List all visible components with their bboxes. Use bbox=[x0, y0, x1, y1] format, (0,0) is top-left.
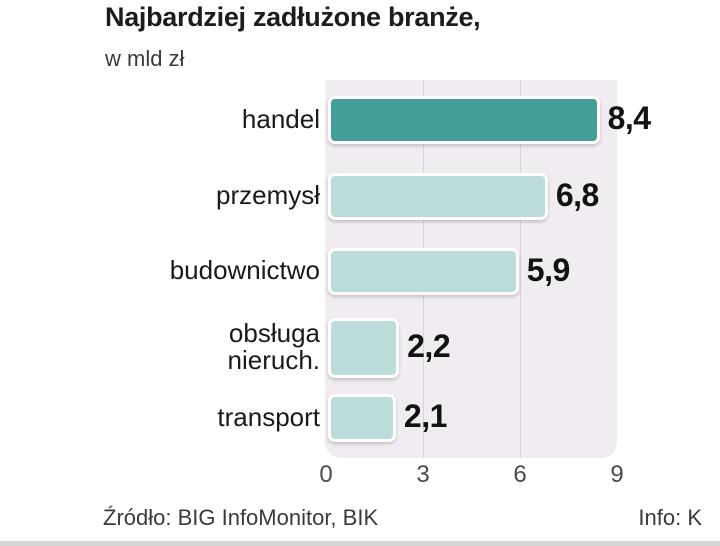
bar-category-label: budownictwo bbox=[169, 255, 320, 285]
gridline-6 bbox=[520, 80, 521, 458]
bar-value-label: 8,4 bbox=[607, 100, 651, 136]
page-title: Najbardziej zadłużone branże, bbox=[105, 2, 481, 32]
bar-2 bbox=[328, 173, 548, 220]
x-tick-9: 9 bbox=[610, 461, 624, 488]
bar-value-label: 5,9 bbox=[526, 251, 570, 288]
bar-1 bbox=[328, 96, 600, 144]
bar-category-label: handel bbox=[241, 103, 320, 134]
bar-value-label: 2,2 bbox=[407, 328, 451, 364]
chart-subtitle: w mld zł bbox=[105, 46, 185, 71]
x-tick-3: 3 bbox=[416, 461, 430, 488]
bar-category-label: transport bbox=[217, 401, 320, 432]
footer-source: Źródło: BIG InfoMonitor, BIK bbox=[103, 505, 379, 530]
footer-info: Info: K bbox=[638, 505, 702, 530]
bar-value-label: 6,8 bbox=[555, 176, 599, 213]
bar-category-label: obsługa nieruch. bbox=[227, 318, 321, 376]
bar-value-label: 2,1 bbox=[403, 398, 447, 434]
bar-3 bbox=[328, 248, 519, 295]
bar-5 bbox=[328, 394, 396, 442]
bar-category-label: przemysł bbox=[215, 180, 320, 210]
bar-4 bbox=[328, 318, 400, 378]
bottom-rule bbox=[0, 541, 720, 546]
x-tick-6: 6 bbox=[513, 461, 527, 488]
x-tick-0: 0 bbox=[319, 461, 333, 488]
